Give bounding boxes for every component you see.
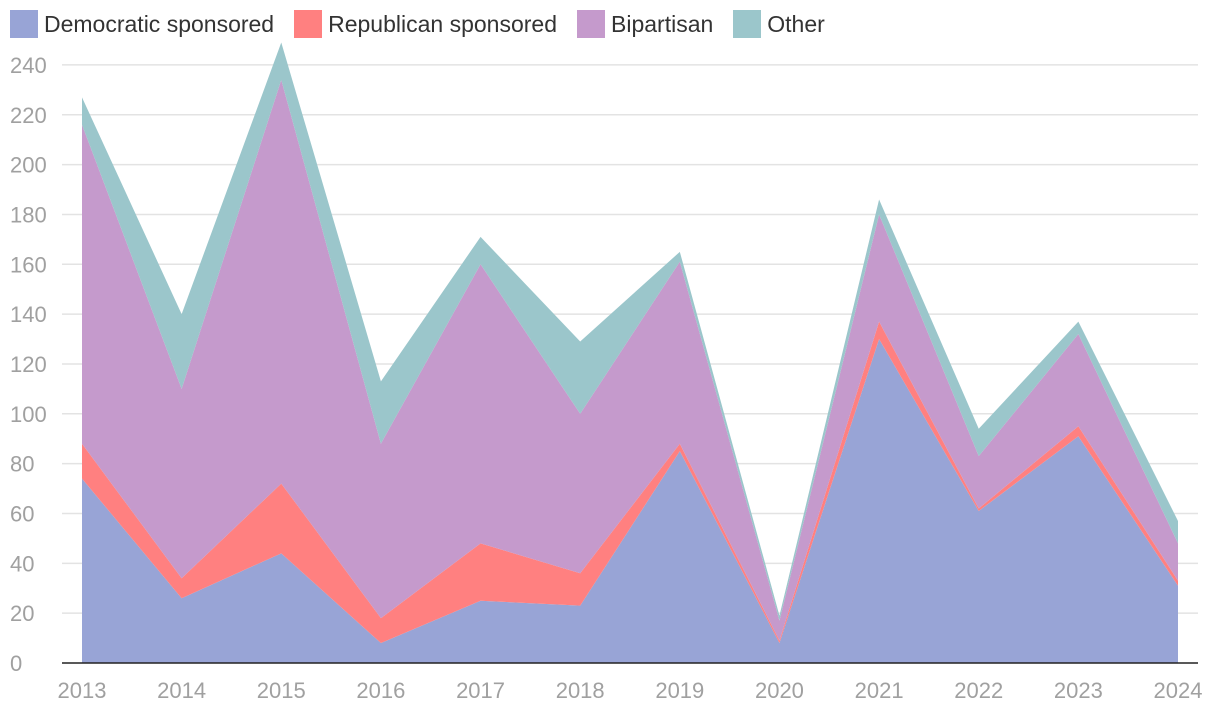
y-tick-label: 100	[10, 402, 47, 427]
y-tick-label: 60	[10, 501, 34, 526]
x-tick-label: 2017	[456, 678, 505, 703]
area-series-2	[82, 79, 1178, 641]
x-tick-label: 2016	[356, 678, 405, 703]
y-tick-label: 180	[10, 202, 47, 227]
y-tick-label: 40	[10, 551, 34, 576]
x-tick-label: 2022	[954, 678, 1003, 703]
legend: Democratic sponsored Republican sponsored…	[10, 10, 825, 38]
legend-swatch	[733, 10, 762, 38]
y-tick-label: 160	[10, 252, 47, 277]
y-tick-label: 140	[10, 302, 47, 327]
legend-swatch	[577, 10, 605, 38]
legend-label: Other	[767, 10, 825, 37]
legend-swatch	[294, 10, 323, 38]
y-tick-label: 200	[10, 153, 47, 178]
legend-label: Republican sponsored	[328, 10, 557, 37]
y-tick-label: 80	[10, 452, 34, 477]
x-tick-label: 2014	[157, 678, 206, 703]
legend-swatch	[10, 10, 38, 38]
x-tick-label: 2013	[58, 678, 107, 703]
area-series-3	[82, 42, 1178, 621]
area-series-0	[82, 339, 1178, 663]
x-tick-label: 2023	[1054, 678, 1103, 703]
x-tick-label: 2024	[1154, 678, 1203, 703]
legend-item-0[interactable]: Democratic sponsored	[10, 10, 274, 38]
x-tick-label: 2019	[655, 678, 704, 703]
x-tick-label: 2018	[556, 678, 605, 703]
legend-label: Bipartisan	[611, 10, 714, 37]
x-tick-label: 2015	[257, 678, 306, 703]
x-tick-label: 2020	[755, 678, 804, 703]
legend-label: Democratic sponsored	[44, 10, 275, 37]
y-tick-label: 120	[10, 352, 47, 377]
legend-item-3[interactable]: Other	[733, 10, 825, 38]
y-tick-label: 20	[10, 601, 34, 626]
x-tick-label: 2021	[855, 678, 904, 703]
legend-item-2[interactable]: Bipartisan	[577, 10, 713, 38]
y-tick-label: 240	[10, 53, 47, 78]
legend-item-1[interactable]: Republican sponsored	[294, 10, 557, 38]
y-tick-label: 0	[10, 651, 22, 676]
y-tick-label: 220	[10, 103, 47, 128]
